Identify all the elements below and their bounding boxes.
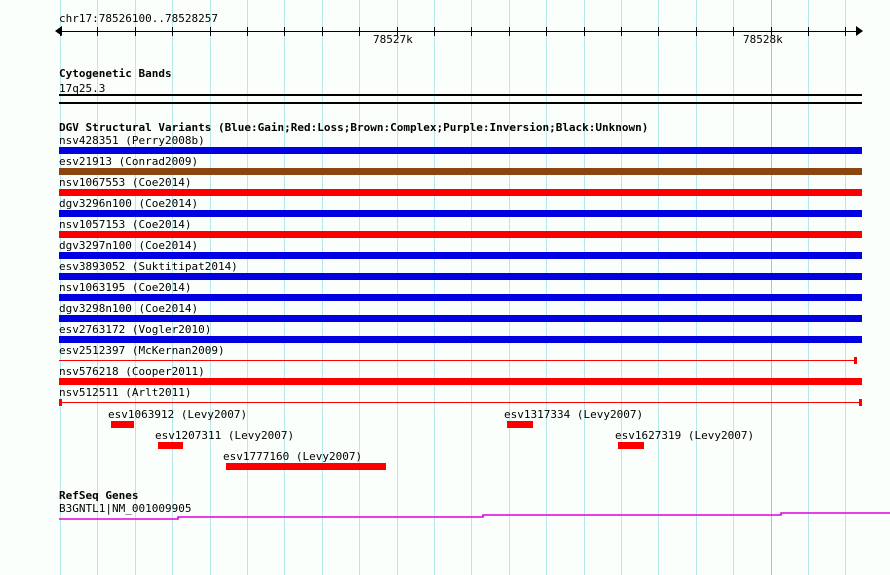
ruler-tick — [135, 27, 136, 36]
ruler-tick — [621, 27, 622, 36]
dgv-variant-bar[interactable] — [111, 421, 134, 428]
dgv-variant-bar[interactable] — [59, 378, 862, 385]
dgv-variant-bar[interactable] — [59, 315, 862, 322]
dgv-variant-endcap[interactable] — [59, 399, 62, 406]
dgv-track-label: nsv512511 (Arlt2011) — [59, 386, 192, 399]
ruler-tick-label: 78527k — [373, 33, 413, 46]
ruler-tick — [845, 27, 846, 36]
dgv-track-label: esv2512397 (McKernan2009) — [59, 344, 225, 357]
dgv-track-label: nsv1067553 (Coe2014) — [59, 176, 192, 189]
arrow-left-icon — [55, 26, 62, 36]
dgv-track-label: esv1777160 (Levy2007) — [223, 450, 363, 463]
dgv-track-label: esv3893052 (Suktitipat2014) — [59, 260, 238, 273]
ruler-tick — [210, 27, 211, 36]
dgv-track-label: esv1207311 (Levy2007) — [155, 429, 295, 442]
ruler-tick — [434, 27, 435, 36]
dgv-variant-bar[interactable] — [59, 231, 862, 238]
refseq-genes-title: RefSeq Genes — [59, 489, 139, 502]
ruler-tick — [322, 27, 323, 36]
dgv-track-label: dgv3297n100 (Coe2014) — [59, 239, 199, 252]
dgv-variant-bar[interactable] — [59, 189, 862, 196]
ruler-tick — [808, 27, 809, 36]
dgv-variant-bar[interactable] — [59, 336, 862, 343]
ruler-tick — [172, 27, 173, 36]
dgv-variant-endcap[interactable] — [854, 357, 857, 364]
cytogenetic-bands-title: Cytogenetic Bands — [59, 67, 172, 80]
ruler-tick — [546, 27, 547, 36]
ruler-tick — [60, 27, 61, 36]
dgv-track-label: dgv3296n100 (Coe2014) — [59, 197, 199, 210]
dgv-track-label: esv1317334 (Levy2007) — [504, 408, 644, 421]
dgv-variant-bar[interactable] — [158, 442, 183, 449]
dgv-track-label: nsv428351 (Perry2008b) — [59, 134, 205, 147]
dgv-track-label: nsv576218 (Cooper2011) — [59, 365, 205, 378]
dgv-variant-bar[interactable] — [59, 147, 862, 154]
ruler-axis-line — [59, 31, 862, 32]
ruler-tick — [247, 27, 248, 36]
ruler-tick — [584, 27, 585, 36]
cytoband-label: 17q25.3 — [59, 82, 106, 95]
region-coordinate-label: chr17:78526100..78528257 — [59, 12, 218, 25]
ruler-tick — [509, 27, 510, 36]
dgv-track-label: esv2763172 (Vogler2010) — [59, 323, 212, 336]
arrow-right-icon — [856, 26, 863, 36]
ruler-tick — [771, 27, 772, 36]
ruler-tick — [397, 27, 398, 36]
dgv-variant-bar[interactable] — [59, 252, 862, 259]
dgv-structural-variants-title: DGV Structural Variants (Blue:Gain;Red:L… — [59, 121, 649, 134]
ruler-tick — [733, 27, 734, 36]
ruler-tick — [658, 27, 659, 36]
ruler-tick — [696, 27, 697, 36]
dgv-track-label: dgv3298n100 (Coe2014) — [59, 302, 199, 315]
ruler-tick-label: 78528k — [743, 33, 783, 46]
dgv-track-label: esv1627319 (Levy2007) — [615, 429, 755, 442]
dgv-variant-line[interactable] — [59, 360, 857, 361]
dgv-variant-bar[interactable] — [618, 442, 644, 449]
dgv-track-label: esv21913 (Conrad2009) — [59, 155, 199, 168]
ruler-tick — [284, 27, 285, 36]
ruler-tick — [359, 27, 360, 36]
dgv-variant-endcap[interactable] — [859, 399, 862, 406]
dgv-track-label: nsv1063195 (Coe2014) — [59, 281, 192, 294]
dgv-variant-bar[interactable] — [226, 463, 386, 470]
dgv-track-label: nsv1057153 (Coe2014) — [59, 218, 192, 231]
refseq-gene-label: B3GNTL1|NM_001009905 — [59, 502, 192, 515]
dgv-variant-line[interactable] — [61, 402, 862, 403]
dgv-variant-bar[interactable] — [59, 168, 862, 175]
dgv-variant-bar[interactable] — [59, 294, 862, 301]
dgv-variant-bar[interactable] — [507, 421, 533, 428]
dgv-variant-bar[interactable] — [59, 273, 862, 280]
ruler-tick — [97, 27, 98, 36]
cytoband-rect[interactable] — [59, 94, 862, 104]
dgv-track-label: esv1063912 (Levy2007) — [108, 408, 248, 421]
dgv-variant-bar[interactable] — [59, 210, 862, 217]
ruler-tick — [471, 27, 472, 36]
